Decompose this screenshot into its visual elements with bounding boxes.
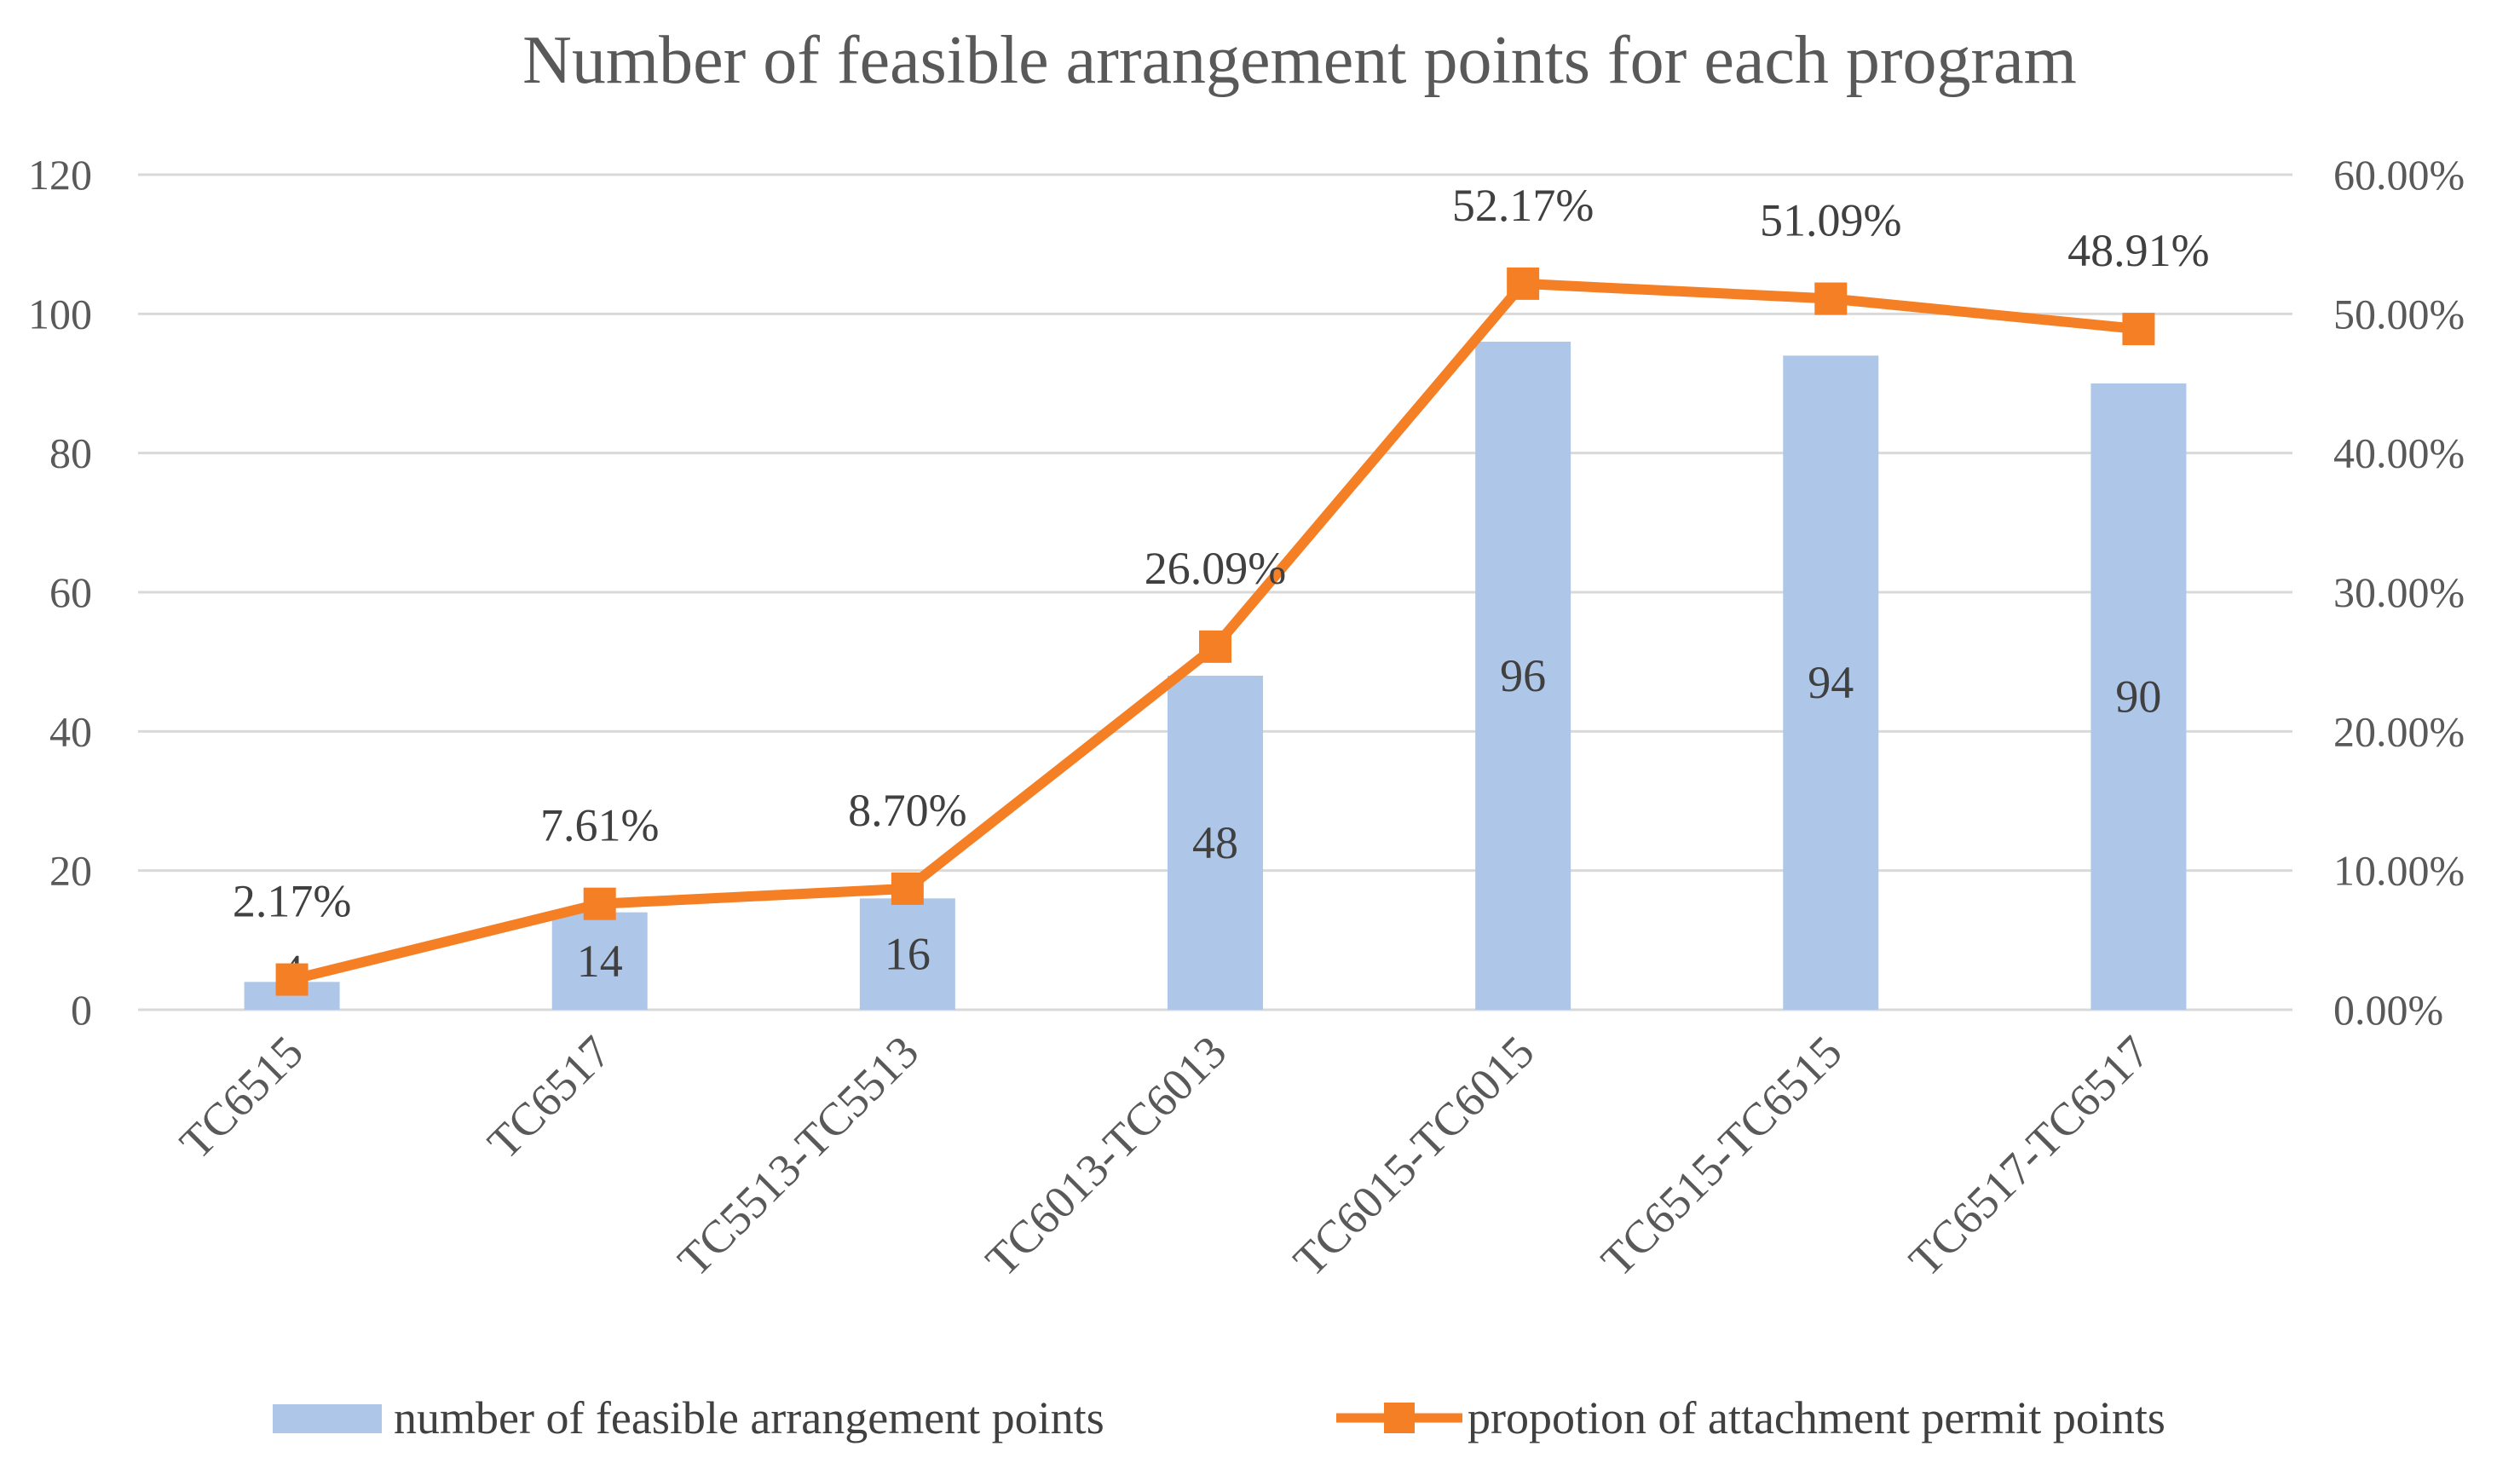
left-tick-label: 100	[28, 290, 92, 337]
bar	[859, 898, 955, 1010]
bar	[1168, 676, 1263, 1010]
right-tick-label: 40.00%	[2333, 429, 2465, 477]
bar-value-label: 94	[1808, 657, 1854, 708]
line-value-label: 52.17%	[1452, 180, 1594, 231]
left-tick-label: 20	[49, 847, 92, 895]
right-tick-label: 10.00%	[2333, 847, 2465, 895]
category-label: TC6015-TC6015	[1283, 1026, 1543, 1286]
right-tick-label: 0.00%	[2333, 986, 2443, 1034]
bar-value-label: 14	[577, 936, 623, 987]
right-tick-label: 60.00%	[2333, 151, 2465, 199]
line-marker	[1507, 267, 1540, 300]
right-tick-label: 30.00%	[2333, 568, 2465, 616]
bar	[1783, 355, 1879, 1010]
category-label: TC6517-TC6517	[1899, 1026, 2159, 1286]
category-label: TC6515	[170, 1026, 313, 1169]
x-axis-categories: TC6515 TC6517 TC5513-TC5513 TC6013-TC6013 TC…	[170, 1026, 2159, 1286]
line-marker	[1199, 630, 1231, 663]
bar	[551, 912, 648, 1010]
legend-line-label: propotion of attachment permit points	[1468, 1392, 2165, 1443]
category-label: TC5513-TC5513	[668, 1026, 928, 1286]
legend-line-marker	[1384, 1403, 1415, 1433]
line-value-label: 2.17%	[233, 876, 351, 927]
bar-value-label: 96	[1500, 650, 1546, 701]
bar-value-label: 90	[2115, 671, 2161, 723]
line-marker	[2122, 313, 2155, 346]
bar-series: 4141648969490	[244, 342, 2187, 1010]
right-y-axis: 0.00% 10.00% 20.00% 30.00% 40.00% 50.00% 60.00…	[2333, 151, 2465, 1034]
right-tick-label: 50.00%	[2333, 290, 2465, 337]
line-value-label: 26.09%	[1145, 543, 1286, 594]
bar-value-label: 16	[885, 929, 931, 980]
line-value-label: 7.61%	[540, 800, 659, 851]
line-marker	[891, 872, 924, 905]
bar-value-label: 48	[1192, 817, 1238, 868]
line-marker	[275, 963, 309, 996]
category-label: TC6515-TC6515	[1591, 1026, 1851, 1286]
line-value-label: 48.91%	[2067, 225, 2209, 276]
bar	[2090, 383, 2187, 1010]
legend-bar-label: number of feasible arrangement points	[394, 1392, 1104, 1443]
left-tick-label: 60	[49, 568, 92, 616]
right-tick-label: 20.00%	[2333, 707, 2465, 755]
line-marker	[1814, 282, 1848, 315]
legend-bar-swatch	[273, 1404, 382, 1433]
left-tick-label: 120	[28, 151, 92, 199]
line-value-label: 51.09%	[1760, 195, 1901, 246]
chart-title: Number of feasible arrangement points fo…	[522, 23, 2077, 98]
line-marker	[583, 887, 616, 920]
left-y-axis: 0 20 40 60 80 100 120	[28, 151, 92, 1034]
category-label: TC6517	[478, 1026, 621, 1169]
bar	[1475, 342, 1571, 1010]
left-tick-label: 40	[49, 707, 92, 755]
left-tick-label: 0	[71, 986, 92, 1034]
left-tick-label: 80	[49, 429, 92, 477]
line-value-label: 8.70%	[848, 785, 966, 836]
line-series: 2.17% 7.61% 8.70% 26.09% 52.17% 51.09% 48.91%	[233, 180, 2210, 996]
legend: number of feasible arrangement points pr…	[273, 1392, 2165, 1443]
category-label: TC6013-TC6013	[976, 1026, 1236, 1286]
